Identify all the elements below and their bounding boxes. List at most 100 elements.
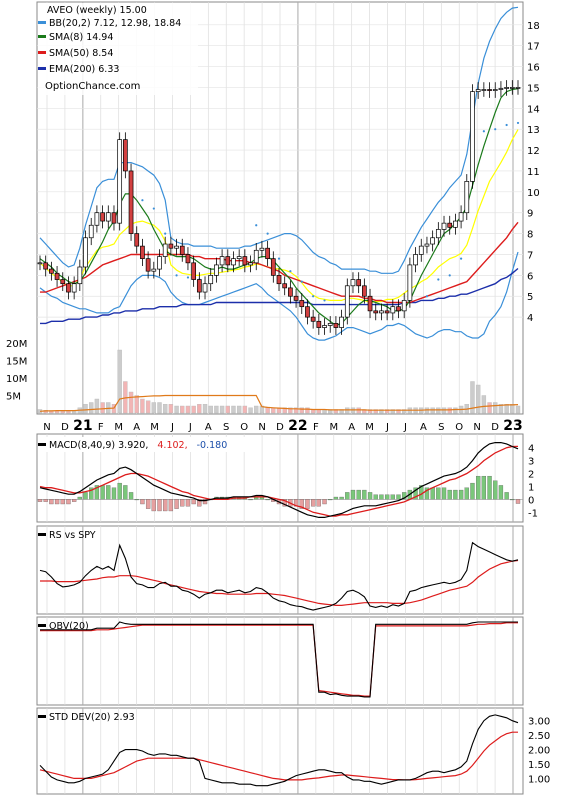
candle-body	[333, 323, 339, 328]
volume-bar	[66, 411, 71, 414]
x-tick-label: N	[473, 422, 480, 433]
macd-hist-bar	[299, 499, 304, 509]
candle-body	[379, 310, 384, 314]
candle-body	[88, 224, 94, 239]
candle-body	[350, 279, 356, 287]
macd-signal-line	[39, 445, 519, 517]
volume-bar	[60, 411, 65, 414]
macd-hist-bar	[49, 499, 54, 505]
x-tick-label: J	[403, 422, 407, 433]
volume-bar	[515, 405, 521, 414]
macd-line	[39, 442, 519, 518]
rs-average-line	[40, 559, 519, 606]
sar-dot	[152, 207, 155, 210]
macd-hist-bar	[140, 499, 145, 505]
macd-hist-bar	[356, 489, 361, 500]
macd-hist-bar	[94, 485, 100, 500]
sar-dot	[323, 299, 326, 302]
sar-dot	[494, 128, 497, 131]
macd-tick-label: 0	[528, 495, 534, 506]
candle-body	[43, 262, 49, 270]
macd-label-hist: -0.180	[197, 440, 228, 451]
std-title: STD DEV(20) 2.93	[49, 712, 135, 723]
volume-bar	[254, 405, 259, 414]
candle-body	[481, 89, 487, 91]
candle-body	[310, 316, 316, 322]
std-tick-label: 1.00	[528, 774, 550, 785]
macd-hist-bar	[77, 496, 82, 500]
macd-hist-bar	[83, 492, 88, 500]
std-tick-label: 2.00	[528, 746, 550, 757]
legend-bb: BB(20,2) 7.12, 12.98, 18.84	[49, 18, 181, 29]
candle-body	[373, 310, 379, 314]
volume-bar	[208, 405, 213, 414]
candle-body	[111, 212, 117, 224]
x-tick-label: F	[313, 422, 319, 433]
candle-body	[123, 139, 128, 172]
price-tick-label: 7	[527, 250, 533, 261]
price-tick-label: 8	[527, 230, 533, 241]
macd-hist-bar	[367, 492, 373, 500]
sar-dot	[186, 276, 190, 279]
legend-sma8: SMA(8) 14.94	[49, 32, 113, 43]
watermark-text: OptionChance.com	[45, 81, 140, 92]
volume-bar	[379, 409, 384, 414]
volume-bar	[140, 398, 145, 414]
volume-bar	[191, 405, 196, 414]
candle-body	[424, 243, 430, 247]
x-tick-label: A	[133, 422, 140, 433]
x-tick-label: A	[348, 422, 355, 433]
candle-body	[299, 300, 305, 308]
candle-body	[487, 89, 492, 91]
macd-hist-bar	[424, 487, 430, 500]
macd-hist-bar	[310, 499, 316, 507]
candle-body	[157, 256, 162, 270]
volume-bar	[197, 404, 202, 414]
std-line	[39, 714, 519, 787]
macd-hist-bar	[134, 499, 139, 501]
sar-dot	[312, 295, 315, 298]
macd-hist-bar	[145, 499, 151, 509]
x-tick-label: D	[61, 422, 69, 433]
candle-body	[413, 254, 418, 266]
sar-dot	[437, 278, 440, 281]
x-tick-label: N	[43, 422, 50, 433]
rs-legend-swatch	[38, 533, 46, 536]
macd-hist-bar	[384, 494, 390, 500]
sar-dot	[164, 232, 167, 235]
macd-hist-bar	[493, 480, 498, 500]
macd-hist-bar	[345, 492, 350, 500]
price-tick-label: 11	[527, 167, 540, 178]
volume-bar	[94, 398, 100, 414]
macd-hist-bar	[458, 489, 464, 500]
volume-bar	[185, 405, 191, 414]
macd-hist-bar	[396, 494, 401, 500]
volume-bar	[219, 405, 225, 414]
macd-hist-bar	[37, 499, 43, 502]
macd-hist-bar	[470, 482, 475, 500]
sar-dot	[425, 295, 429, 298]
volume-bar	[293, 407, 299, 414]
candle-body	[356, 279, 362, 287]
macd-hist-bar	[413, 487, 418, 500]
macd-hist-bar	[248, 499, 253, 501]
candle-body	[83, 237, 88, 268]
volume-bar	[487, 402, 492, 414]
candle-body	[202, 283, 208, 293]
x-tick-label: S	[438, 422, 444, 433]
volume-bar	[470, 381, 475, 414]
price-tick-label: 6	[527, 271, 533, 282]
candle-body	[151, 268, 157, 272]
candle-body	[362, 285, 367, 297]
volume-bar	[510, 404, 515, 414]
x-tick-label: J	[188, 422, 192, 433]
sar-dot	[516, 121, 520, 125]
std-legend-swatch	[38, 715, 46, 718]
candle-body	[145, 258, 151, 272]
macd-hist-bar	[510, 499, 515, 501]
x-tick-label: A	[205, 422, 212, 433]
volume-bar	[475, 384, 481, 414]
macd-hist-bar	[117, 482, 122, 500]
macd-hist-bar	[390, 494, 395, 500]
